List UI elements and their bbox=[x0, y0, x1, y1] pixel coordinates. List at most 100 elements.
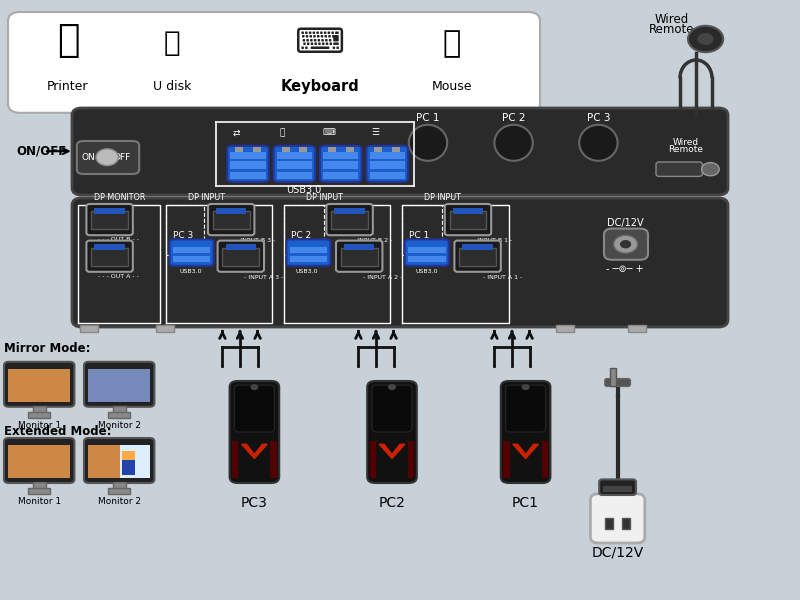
Text: PC 1: PC 1 bbox=[416, 113, 440, 122]
Bar bbox=[290, 247, 327, 253]
FancyBboxPatch shape bbox=[208, 204, 254, 235]
Text: ⌨: ⌨ bbox=[322, 128, 335, 137]
Text: PC 2: PC 2 bbox=[290, 231, 311, 240]
Bar bbox=[628, 325, 646, 332]
Circle shape bbox=[620, 240, 631, 248]
Text: PC3: PC3 bbox=[241, 496, 268, 510]
FancyBboxPatch shape bbox=[320, 146, 362, 182]
Bar bbox=[323, 161, 358, 169]
Bar bbox=[94, 244, 125, 250]
Bar bbox=[503, 442, 510, 478]
Ellipse shape bbox=[494, 125, 533, 161]
Bar bbox=[392, 147, 400, 152]
Circle shape bbox=[702, 163, 719, 176]
Text: Wired: Wired bbox=[655, 13, 689, 26]
Text: ON/OFF: ON/OFF bbox=[16, 145, 66, 158]
Text: Printer: Printer bbox=[47, 80, 89, 93]
Bar bbox=[334, 208, 365, 214]
Circle shape bbox=[96, 149, 118, 166]
Bar bbox=[556, 325, 574, 332]
Text: ON: ON bbox=[82, 152, 96, 161]
FancyBboxPatch shape bbox=[227, 146, 269, 182]
FancyBboxPatch shape bbox=[656, 162, 702, 176]
Bar bbox=[290, 256, 327, 262]
FancyBboxPatch shape bbox=[372, 385, 412, 432]
Bar bbox=[450, 211, 486, 229]
Text: PC 3: PC 3 bbox=[586, 113, 610, 122]
Bar bbox=[88, 445, 121, 478]
FancyBboxPatch shape bbox=[336, 241, 382, 272]
FancyBboxPatch shape bbox=[170, 239, 214, 266]
Circle shape bbox=[698, 33, 714, 45]
Bar bbox=[122, 460, 134, 475]
Text: Keyboard: Keyboard bbox=[281, 79, 359, 94]
Text: Monitor 1: Monitor 1 bbox=[18, 497, 61, 506]
Bar bbox=[121, 445, 150, 478]
Text: - - - OUT B - -: - - - OUT B - - bbox=[98, 237, 139, 242]
Bar bbox=[173, 247, 210, 253]
Bar bbox=[28, 488, 50, 494]
Bar bbox=[328, 147, 336, 152]
Bar bbox=[453, 208, 483, 214]
Circle shape bbox=[614, 235, 638, 253]
FancyBboxPatch shape bbox=[286, 239, 330, 266]
Bar bbox=[370, 152, 405, 159]
Bar bbox=[282, 147, 290, 152]
Bar bbox=[230, 161, 266, 169]
Bar bbox=[459, 248, 496, 266]
Text: Monitor 2: Monitor 2 bbox=[98, 497, 141, 506]
FancyBboxPatch shape bbox=[86, 204, 133, 235]
FancyBboxPatch shape bbox=[230, 381, 279, 483]
Bar bbox=[542, 442, 548, 478]
Ellipse shape bbox=[409, 125, 447, 161]
Bar bbox=[253, 147, 261, 152]
Text: DC/12V: DC/12V bbox=[591, 546, 644, 560]
FancyBboxPatch shape bbox=[234, 385, 274, 432]
Bar bbox=[122, 451, 134, 460]
Bar bbox=[222, 248, 259, 266]
Text: Remote: Remote bbox=[650, 23, 694, 36]
FancyBboxPatch shape bbox=[72, 198, 728, 327]
Bar bbox=[277, 152, 312, 159]
Bar bbox=[370, 442, 376, 478]
Bar bbox=[80, 325, 98, 332]
Ellipse shape bbox=[579, 125, 618, 161]
Bar bbox=[374, 147, 382, 152]
Text: ⇄: ⇄ bbox=[232, 128, 240, 137]
FancyBboxPatch shape bbox=[454, 241, 501, 272]
Bar bbox=[277, 172, 312, 179]
Bar bbox=[331, 211, 368, 229]
Text: Mouse: Mouse bbox=[432, 80, 472, 93]
Bar bbox=[113, 482, 126, 489]
Bar bbox=[173, 256, 210, 262]
FancyBboxPatch shape bbox=[77, 141, 139, 174]
Bar bbox=[230, 152, 266, 159]
Text: Remote: Remote bbox=[668, 145, 703, 154]
Bar bbox=[8, 445, 70, 478]
Text: DP INPUT: DP INPUT bbox=[188, 193, 225, 202]
Bar bbox=[622, 518, 630, 529]
Bar bbox=[108, 488, 130, 494]
FancyBboxPatch shape bbox=[367, 381, 417, 483]
Text: OFF: OFF bbox=[114, 152, 131, 161]
Bar bbox=[370, 161, 405, 169]
Text: - - - OUT A - -: - - - OUT A - - bbox=[98, 274, 139, 279]
Circle shape bbox=[388, 384, 396, 390]
Text: DP INPUT: DP INPUT bbox=[306, 193, 342, 202]
Bar bbox=[346, 147, 354, 152]
Bar bbox=[216, 208, 246, 214]
FancyBboxPatch shape bbox=[366, 146, 408, 182]
Bar bbox=[213, 211, 250, 229]
Text: 🖨: 🖨 bbox=[57, 23, 79, 59]
Bar bbox=[88, 369, 150, 402]
Bar bbox=[408, 442, 414, 478]
FancyBboxPatch shape bbox=[4, 362, 74, 407]
FancyBboxPatch shape bbox=[604, 229, 648, 260]
Text: Monitor 2: Monitor 2 bbox=[98, 421, 141, 430]
FancyBboxPatch shape bbox=[605, 379, 630, 386]
Text: DP MONITOR: DP MONITOR bbox=[94, 193, 145, 202]
Bar bbox=[94, 208, 125, 214]
Bar bbox=[108, 412, 130, 418]
Bar bbox=[28, 412, 50, 418]
FancyBboxPatch shape bbox=[84, 362, 154, 407]
